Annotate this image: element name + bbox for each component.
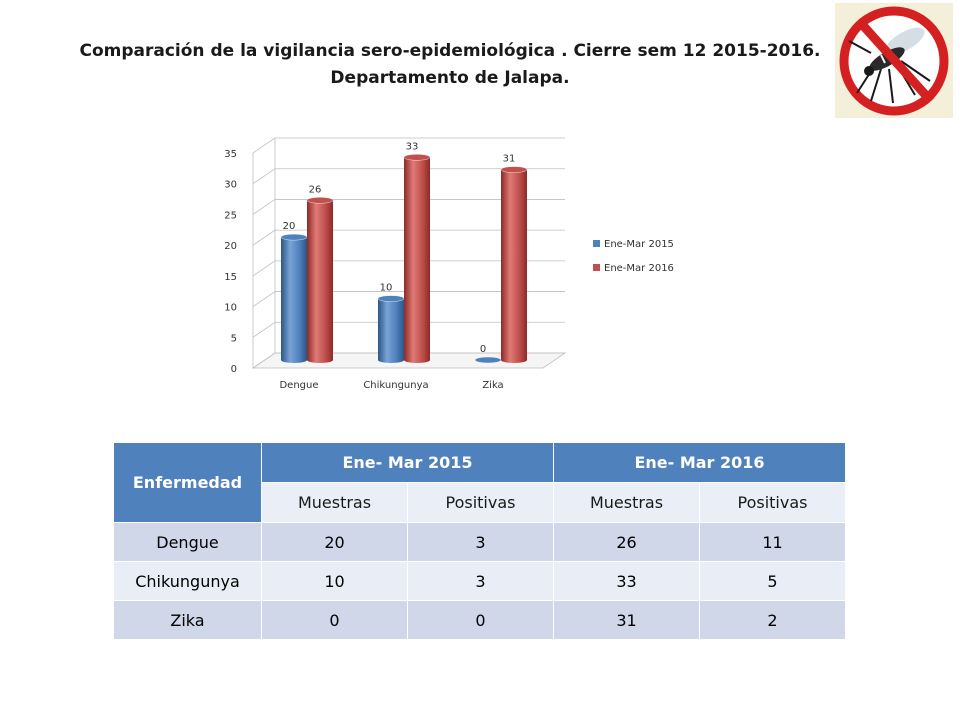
x-tick-label: Dengue [279,380,318,391]
table-cell: 2 [699,600,846,640]
bar-top [500,166,528,173]
table-cell: 11 [699,522,846,562]
gridline-side [252,291,276,307]
subheader-muestras-2015: Muestras [261,482,408,523]
gridline-side [252,260,276,277]
bar-chart: 0 5 10 15 20 25 30 35 20 26 Dengue 10 33 Chikungunya 0… [224,137,674,391]
table-cell: 26 [553,522,700,562]
title-line-1: Comparación de la vigilancia sero-epidem… [79,41,821,61]
subheader-positivas-2016: Positivas [699,482,846,523]
table-cell: 3 [407,522,554,562]
gridline-side [252,352,276,369]
y-tick-label: 35 [224,149,237,160]
bar-ene-mar-2015 [378,298,404,360]
y-tick-label: 25 [224,210,237,221]
y-tick-label: 20 [224,241,237,252]
table-cell: 0 [261,600,408,640]
gridline-side [252,137,276,154]
table-row: Chikungunya 10 3 33 5 [113,561,846,601]
gridline-side [252,168,276,185]
row-name: Dengue [113,522,262,562]
table-row: Dengue 20 3 26 11 [113,522,846,562]
row-name: Zika [113,600,262,640]
y-tick-label: 15 [224,272,237,283]
data-label: 26 [309,184,322,195]
header-2015: Ene- Mar 2015 [261,442,554,483]
bar-top [280,233,308,241]
legend-label: Ene-Mar 2015 [604,239,674,250]
data-table: Enfermedad Ene- Mar 2015 Ene- Mar 2016 M… [113,442,846,640]
bar-base [404,357,430,363]
gridline-side [252,321,276,338]
header-2016: Ene- Mar 2016 [553,442,846,483]
bar-ene-mar-2016 [307,200,333,360]
y-tick-label: 0 [231,364,237,375]
table-cell: 10 [261,561,408,601]
bar-ene-mar-2015 [281,237,307,360]
y-tick-label: 5 [231,333,237,344]
legend-label: Ene-Mar 2016 [604,263,674,274]
bar-ene-mar-2016 [404,157,430,360]
subheader-positivas-2015: Positivas [407,482,554,523]
title-line-2: Departamento de Jalapa. [330,68,570,88]
legend-swatch [593,240,600,247]
table-cell: 5 [699,561,846,601]
bar-ene-mar-2016 [501,169,527,360]
data-label: 33 [406,141,419,152]
table-cell: 20 [261,522,408,562]
table-cell: 0 [407,600,554,640]
table-row: Zika 0 0 31 2 [113,600,846,640]
header-disease: Enfermedad [113,442,262,523]
bar-base [501,357,527,363]
legend-swatch [593,264,600,271]
y-tick-label: 10 [224,303,237,314]
bar-top [474,356,502,364]
bar-base [281,357,307,363]
table-cell: 31 [553,600,700,640]
table-cell: 3 [407,561,554,601]
x-tick-label: Zika [482,380,503,391]
bar-top [403,154,431,161]
bar-base [378,357,404,363]
y-tick-label: 30 [224,180,237,191]
table-cell: 33 [553,561,700,601]
bar-top [377,295,405,302]
gridline-side [252,229,276,246]
bar-top [306,197,334,204]
data-label: 20 [283,221,296,232]
data-label: 0 [480,344,486,355]
bar-base [307,357,333,363]
data-label: 31 [503,154,516,165]
x-tick-label: Chikungunya [363,380,428,391]
page-title: Comparación de la vigilancia sero-epidem… [60,38,840,92]
row-name: Chikungunya [113,561,262,601]
no-mosquito-icon [835,3,953,118]
data-label: 10 [380,283,393,294]
subheader-muestras-2016: Muestras [553,482,700,523]
gridline-side [252,199,276,215]
